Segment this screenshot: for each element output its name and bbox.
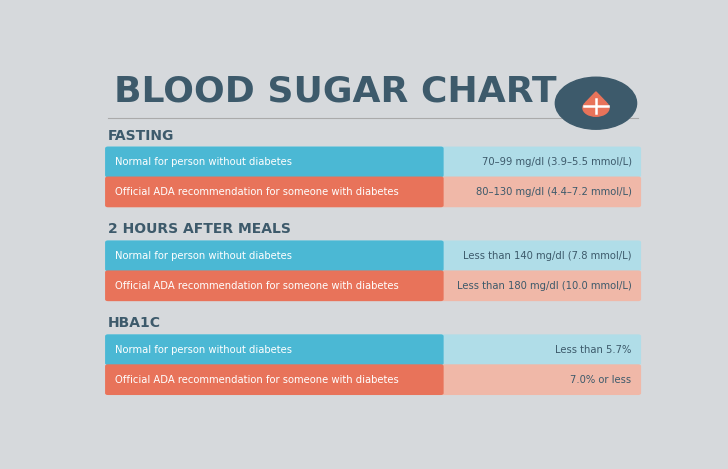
FancyBboxPatch shape (105, 176, 443, 207)
Polygon shape (586, 92, 606, 103)
FancyBboxPatch shape (105, 364, 641, 395)
Text: 7.0% or less: 7.0% or less (570, 375, 631, 385)
Text: Official ADA recommendation for someone with diabetes: Official ADA recommendation for someone … (115, 375, 398, 385)
Text: Official ADA recommendation for someone with diabetes: Official ADA recommendation for someone … (115, 281, 398, 291)
Text: HBA1C: HBA1C (108, 316, 161, 330)
Text: Less than 140 mg/dl (7.8 mmol/L): Less than 140 mg/dl (7.8 mmol/L) (463, 251, 631, 261)
Circle shape (583, 99, 609, 116)
FancyBboxPatch shape (105, 271, 641, 301)
FancyBboxPatch shape (105, 334, 641, 365)
FancyBboxPatch shape (105, 334, 443, 365)
Text: 70–99 mg/dl (3.9–5.5 mmol/L): 70–99 mg/dl (3.9–5.5 mmol/L) (481, 157, 631, 167)
FancyBboxPatch shape (105, 364, 443, 395)
Text: 80–130 mg/dl (4.4–7.2 mmol/L): 80–130 mg/dl (4.4–7.2 mmol/L) (475, 187, 631, 197)
FancyBboxPatch shape (105, 176, 641, 207)
FancyBboxPatch shape (105, 241, 641, 271)
Circle shape (555, 77, 636, 129)
Text: Normal for person without diabetes: Normal for person without diabetes (115, 157, 292, 167)
Text: Normal for person without diabetes: Normal for person without diabetes (115, 345, 292, 355)
Text: Official ADA recommendation for someone with diabetes: Official ADA recommendation for someone … (115, 187, 398, 197)
FancyBboxPatch shape (105, 241, 443, 271)
Text: Normal for person without diabetes: Normal for person without diabetes (115, 251, 292, 261)
Text: Less than 5.7%: Less than 5.7% (555, 345, 631, 355)
Text: 2 HOURS AFTER MEALS: 2 HOURS AFTER MEALS (108, 222, 290, 236)
FancyBboxPatch shape (105, 147, 443, 177)
FancyBboxPatch shape (105, 271, 443, 301)
Text: BLOOD SUGAR CHART: BLOOD SUGAR CHART (114, 75, 556, 108)
Text: FASTING: FASTING (108, 129, 174, 143)
Text: Less than 180 mg/dl (10.0 mmol/L): Less than 180 mg/dl (10.0 mmol/L) (456, 281, 631, 291)
FancyBboxPatch shape (105, 147, 641, 177)
